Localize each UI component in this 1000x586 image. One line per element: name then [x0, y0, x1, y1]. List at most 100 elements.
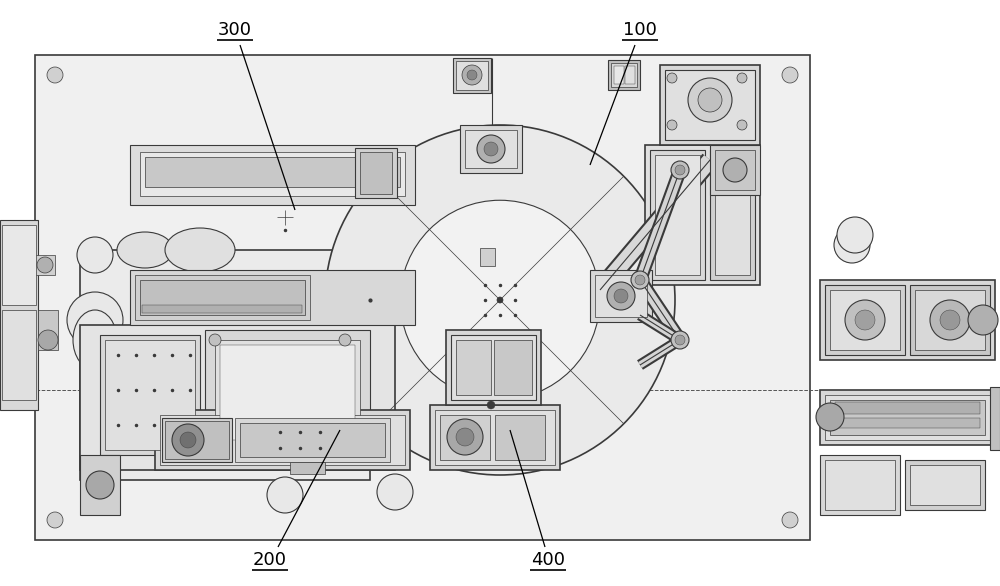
Bar	[494, 340, 532, 395]
Bar	[130, 145, 415, 205]
Circle shape	[209, 334, 221, 346]
Bar	[100, 335, 200, 455]
Circle shape	[227, 422, 263, 458]
Circle shape	[940, 310, 960, 330]
Circle shape	[456, 428, 474, 446]
Bar	[130, 270, 415, 325]
Circle shape	[782, 67, 798, 83]
Bar	[453, 58, 491, 93]
Bar	[165, 421, 229, 459]
Bar	[38, 310, 58, 350]
Circle shape	[675, 335, 685, 345]
Bar	[820, 455, 900, 515]
Circle shape	[968, 305, 998, 335]
Bar	[611, 63, 637, 87]
Bar	[820, 280, 995, 360]
Circle shape	[667, 73, 677, 83]
Bar	[456, 340, 491, 395]
Bar	[80, 250, 370, 480]
Bar	[360, 152, 392, 194]
Circle shape	[67, 292, 123, 348]
Bar	[105, 340, 195, 450]
Text: 400: 400	[531, 551, 565, 569]
Bar	[825, 395, 990, 440]
Circle shape	[930, 300, 970, 340]
Bar	[2, 225, 36, 305]
Bar	[80, 325, 395, 470]
Bar	[645, 145, 760, 285]
Bar	[625, 66, 635, 84]
Circle shape	[671, 331, 689, 349]
Bar	[35, 55, 810, 540]
Bar	[608, 60, 640, 90]
Bar	[290, 462, 325, 474]
Bar	[155, 410, 410, 470]
Circle shape	[667, 120, 677, 130]
Bar	[825, 285, 905, 355]
Circle shape	[737, 73, 747, 83]
Circle shape	[467, 70, 477, 80]
Circle shape	[816, 403, 844, 431]
Ellipse shape	[73, 310, 117, 370]
Circle shape	[462, 65, 482, 85]
Bar	[595, 275, 647, 317]
Bar	[614, 66, 624, 84]
Bar	[830, 400, 985, 435]
Text: 300: 300	[218, 21, 252, 39]
Bar	[160, 415, 405, 465]
Bar	[80, 455, 120, 515]
Circle shape	[855, 310, 875, 330]
Circle shape	[484, 142, 498, 156]
Bar	[430, 405, 560, 470]
Circle shape	[614, 289, 628, 303]
Circle shape	[737, 120, 747, 130]
Circle shape	[723, 158, 747, 182]
Bar	[0, 220, 38, 410]
Bar	[715, 150, 755, 190]
Bar	[910, 285, 990, 355]
Circle shape	[607, 282, 635, 310]
Ellipse shape	[117, 232, 173, 268]
Circle shape	[487, 401, 495, 409]
Bar	[650, 150, 705, 280]
Circle shape	[447, 419, 483, 455]
Circle shape	[834, 227, 870, 263]
Circle shape	[845, 300, 885, 340]
Circle shape	[47, 67, 63, 83]
Bar	[835, 402, 980, 414]
Bar	[820, 390, 995, 445]
Bar	[235, 418, 390, 462]
Bar	[140, 152, 405, 196]
Circle shape	[37, 257, 53, 273]
Bar	[215, 340, 360, 445]
Bar	[451, 335, 536, 400]
Circle shape	[339, 334, 351, 346]
Ellipse shape	[165, 228, 235, 272]
Text: 200: 200	[253, 551, 287, 569]
Bar	[905, 460, 985, 510]
Circle shape	[782, 512, 798, 528]
Circle shape	[635, 275, 645, 285]
Bar	[465, 130, 517, 168]
Bar	[710, 150, 755, 280]
Bar	[35, 255, 55, 275]
Circle shape	[267, 477, 303, 513]
Bar	[710, 145, 760, 195]
Circle shape	[837, 217, 873, 253]
Circle shape	[688, 78, 732, 122]
Circle shape	[698, 88, 722, 112]
Circle shape	[671, 161, 689, 179]
Circle shape	[325, 125, 675, 475]
Bar	[435, 410, 555, 465]
Bar	[440, 415, 490, 460]
Circle shape	[477, 135, 505, 163]
Circle shape	[339, 444, 351, 456]
Circle shape	[377, 474, 413, 510]
Circle shape	[180, 432, 196, 448]
Bar	[145, 157, 400, 187]
Bar	[835, 418, 980, 428]
Circle shape	[631, 271, 649, 289]
Bar	[495, 415, 545, 460]
Bar	[2, 310, 36, 400]
Bar	[142, 305, 302, 313]
